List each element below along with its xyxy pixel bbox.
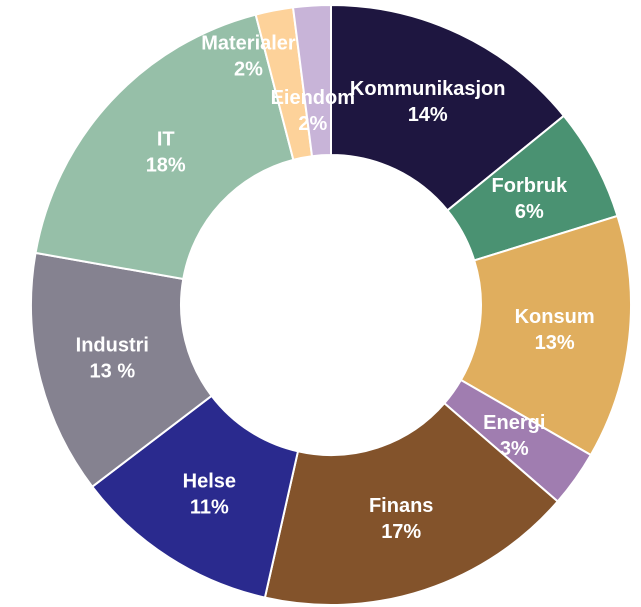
segment-label: Kommunikasjon (350, 78, 506, 100)
segment-label: IT (157, 129, 175, 151)
donut-segment (459, 214, 632, 457)
segment-label: Eiendom (271, 87, 355, 109)
segment-value: 2% (234, 59, 263, 81)
segment-label: Industri (76, 334, 149, 356)
segment-value: 14% (408, 104, 448, 126)
segment-label: Materialer (201, 33, 296, 55)
segment-value: 2% (298, 113, 327, 135)
segment-value: 3% (500, 438, 529, 460)
segment-value: 18% (146, 155, 186, 177)
segment-label: Konsum (515, 306, 595, 328)
donut-segment (30, 251, 214, 489)
donut-segment (34, 13, 295, 281)
donut-segment (330, 3, 566, 212)
donut-segment (263, 401, 560, 606)
segment-value: 11% (190, 497, 229, 519)
segment-label: Forbruk (492, 175, 568, 197)
segment-value: 13% (535, 332, 575, 354)
donut-segment (291, 3, 332, 158)
segment-value: 17% (381, 521, 421, 543)
segment-value: 13 % (90, 360, 136, 382)
segment-label: Helse (183, 471, 236, 493)
segment-value: 6% (515, 201, 544, 223)
segment-label: Energi (483, 412, 545, 434)
segment-label: Finans (369, 495, 433, 517)
